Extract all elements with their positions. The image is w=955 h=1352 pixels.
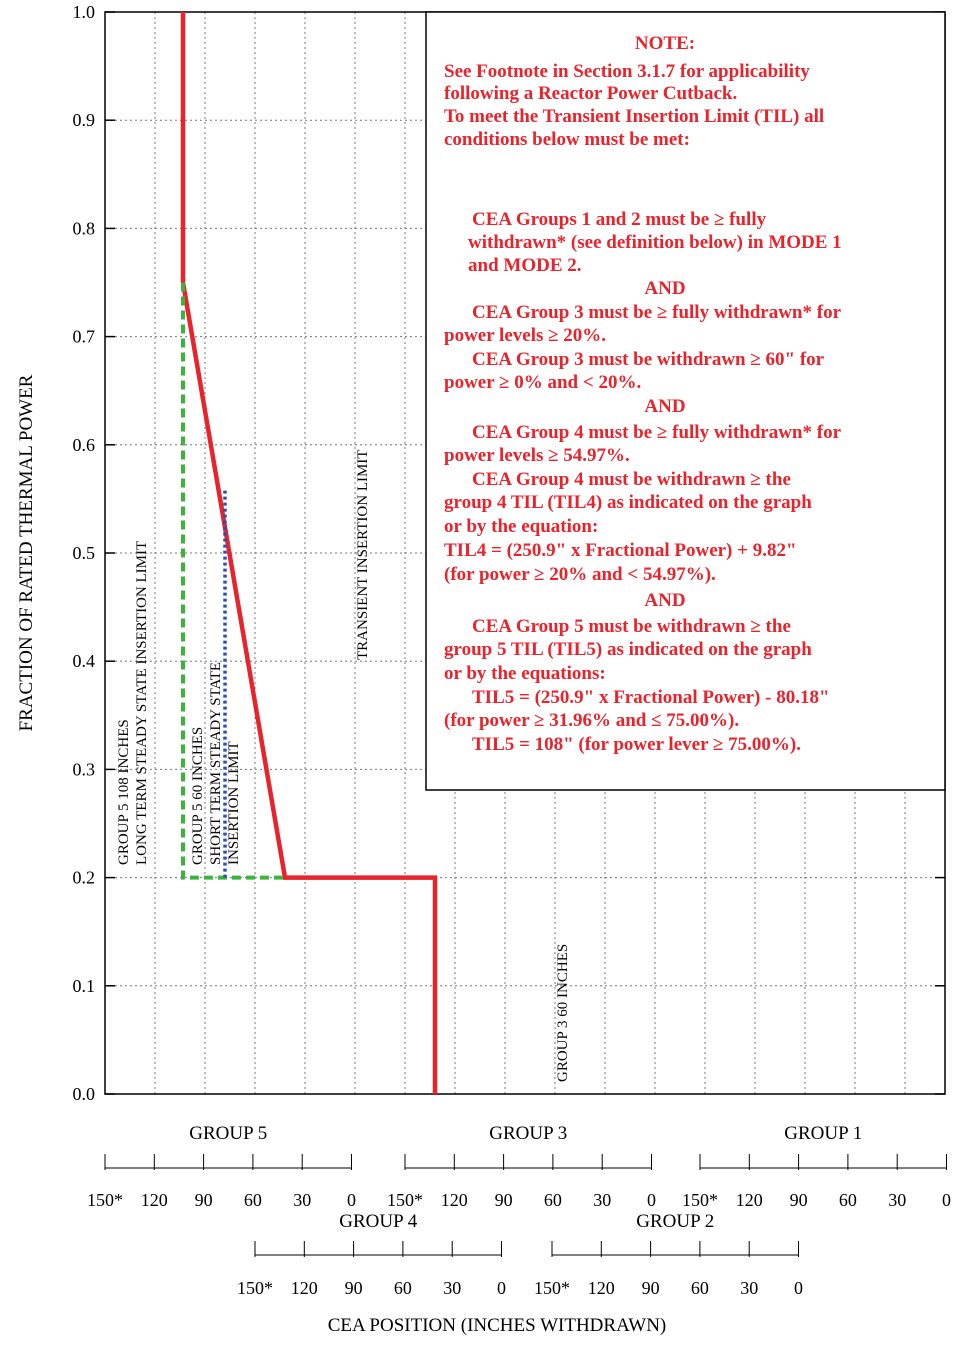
x-group-name: GROUP 4: [339, 1211, 417, 1232]
x-group-name: GROUP 3: [489, 1123, 567, 1144]
note-line: CEA Group 4 must be withdrawn ≥ the: [472, 469, 791, 490]
note-line: following a Reactor Power Cutback.: [444, 83, 737, 104]
annotation-group5-108-line1: GROUP 5 108 INCHES: [116, 719, 132, 865]
note-line: See Footnote in Section 3.1.7 for applic…: [444, 61, 810, 82]
annotation-transient-insertion-limit: TRANSIENT INSERTION LIMIT: [355, 450, 371, 660]
x-group-tick-label: 60: [244, 1190, 262, 1210]
x-group-name: GROUP 2: [636, 1211, 714, 1232]
y-tick-label: 0.0: [73, 1084, 96, 1104]
x-group-tick-label: 150*: [682, 1190, 718, 1210]
note-line: or by the equations:: [444, 663, 606, 684]
y-tick-label: 0.3: [73, 759, 96, 779]
note-line: withdrawn* (see definition below) in MOD…: [468, 232, 842, 253]
note-line: and MODE 2.: [468, 255, 582, 276]
y-tick-label: 0.6: [73, 435, 96, 455]
x-group-tick-label: 30: [740, 1278, 758, 1298]
x-group-tick-label: 0: [647, 1190, 656, 1210]
note-line: CEA Group 5 must be withdrawn ≥ the: [472, 616, 791, 637]
x-group-tick-label: 60: [544, 1190, 562, 1210]
note-line: AND: [644, 590, 685, 611]
x-group-tick-label: 0: [347, 1190, 356, 1210]
note-box: [425, 11, 946, 791]
x-group-tick-label: 150*: [237, 1278, 273, 1298]
x-group-name: GROUP 1: [784, 1123, 862, 1144]
note-line: CEA Group 3 must be ≥ fully withdrawn* f…: [472, 302, 842, 323]
x-group-tick-label: 150*: [387, 1190, 423, 1210]
note-line: power levels ≥ 54.97%.: [444, 445, 630, 466]
note-line: AND: [644, 278, 685, 299]
x-group-tick-label: 30: [888, 1190, 906, 1210]
x-group-tick-label: 0: [794, 1278, 803, 1298]
x-group-tick-label: 120: [736, 1190, 763, 1210]
note-line: group 4 TIL (TIL4) as indicated on the g…: [444, 492, 812, 513]
y-tick-label: 0.7: [73, 327, 96, 347]
x-group-tick-label: 30: [593, 1190, 611, 1210]
annotation-group3-60: GROUP 3 60 INCHES: [555, 944, 571, 1082]
note-line: TIL5 = (250.9" x Fractional Power) - 80.…: [472, 687, 830, 708]
note-line: NOTE:: [635, 33, 695, 54]
note-line: TIL4 = (250.9" x Fractional Power) + 9.8…: [444, 540, 797, 561]
x-group-tick-label: 90: [790, 1190, 808, 1210]
series-long-term-steady-state: [181, 282, 285, 880]
note-line: To meet the Transient Insertion Limit (T…: [444, 106, 824, 127]
note-line: TIL5 = 108" (for power lever ≥ 75.00%).: [472, 734, 801, 755]
x-group-tick-label: 150*: [534, 1278, 570, 1298]
annotation-group5-60-line3: INSERTION LIMIT: [226, 741, 242, 865]
note-line: power levels ≥ 20%.: [444, 325, 606, 346]
x-group-name: GROUP 5: [189, 1123, 267, 1144]
annotation-group5-60-line2: SHORT TERM STEADY STATE: [208, 662, 224, 865]
note-line: CEA Group 4 must be ≥ fully withdrawn* f…: [472, 422, 842, 443]
x-group-tick-label: 30: [293, 1190, 311, 1210]
annotation-group5-108-line2: LONG TERM STEADY STATE INSERTION LIMIT: [134, 541, 150, 865]
x-group-tick-label: 0: [497, 1278, 506, 1298]
x-group-tick-label: 150*: [87, 1190, 123, 1210]
note-line: (for power ≥ 20% and < 54.97%).: [444, 564, 716, 585]
x-axis-label: CEA POSITION (INCHES WITHDRAWN): [328, 1315, 667, 1336]
annotation-group5-60-line1: GROUP 5 60 INCHES: [190, 727, 206, 865]
x-group-tick-label: 90: [642, 1278, 660, 1298]
note-line: conditions below must be met:: [444, 129, 690, 150]
y-tick-label: 0.4: [73, 651, 96, 671]
y-tick-label: 0.5: [73, 543, 96, 563]
x-group-tick-label: 120: [291, 1278, 318, 1298]
y-tick-label: 0.2: [73, 868, 96, 888]
y-tick-label: 0.1: [73, 976, 96, 996]
x-group-tick-label: 60: [691, 1278, 709, 1298]
note-text: NOTE: See Footnote in Section 3.1.7 for a…: [444, 33, 842, 755]
x-group-tick-label: 30: [443, 1278, 461, 1298]
y-axis-label: FRACTION OF RATED THERMAL POWER: [16, 374, 37, 731]
x-group-tick-label: 90: [345, 1278, 363, 1298]
note-line: CEA Group 3 must be withdrawn ≥ 60" for: [472, 349, 825, 370]
y-tick-label: 0.8: [73, 218, 96, 238]
series-transient-insertion-limit: [180, 12, 438, 1094]
note-line: group 5 TIL (TIL5) as indicated on the g…: [444, 639, 812, 660]
x-group-tick-label: 0: [942, 1190, 951, 1210]
x-group-tick-label: 60: [839, 1190, 857, 1210]
note-line: or by the equation:: [444, 516, 598, 537]
note-line: (for power ≥ 31.96% and ≤ 75.00%).: [444, 710, 739, 731]
x-group-tick-label: 120: [141, 1190, 168, 1210]
x-group-tick-label: 90: [195, 1190, 213, 1210]
y-tick-label: 0.9: [73, 110, 96, 130]
series-group: [180, 12, 438, 1094]
x-group-tick-label: 60: [394, 1278, 412, 1298]
note-line: power ≥ 0% and < 20%.: [444, 372, 641, 393]
x-group-tick-label: 120: [588, 1278, 615, 1298]
note-line: CEA Groups 1 and 2 must be ≥ fully: [472, 209, 767, 230]
note-line: AND: [644, 396, 685, 417]
x-group-tick-label: 120: [441, 1190, 468, 1210]
y-tick-label: 1.0: [73, 2, 96, 22]
x-group-tick-label: 90: [495, 1190, 513, 1210]
